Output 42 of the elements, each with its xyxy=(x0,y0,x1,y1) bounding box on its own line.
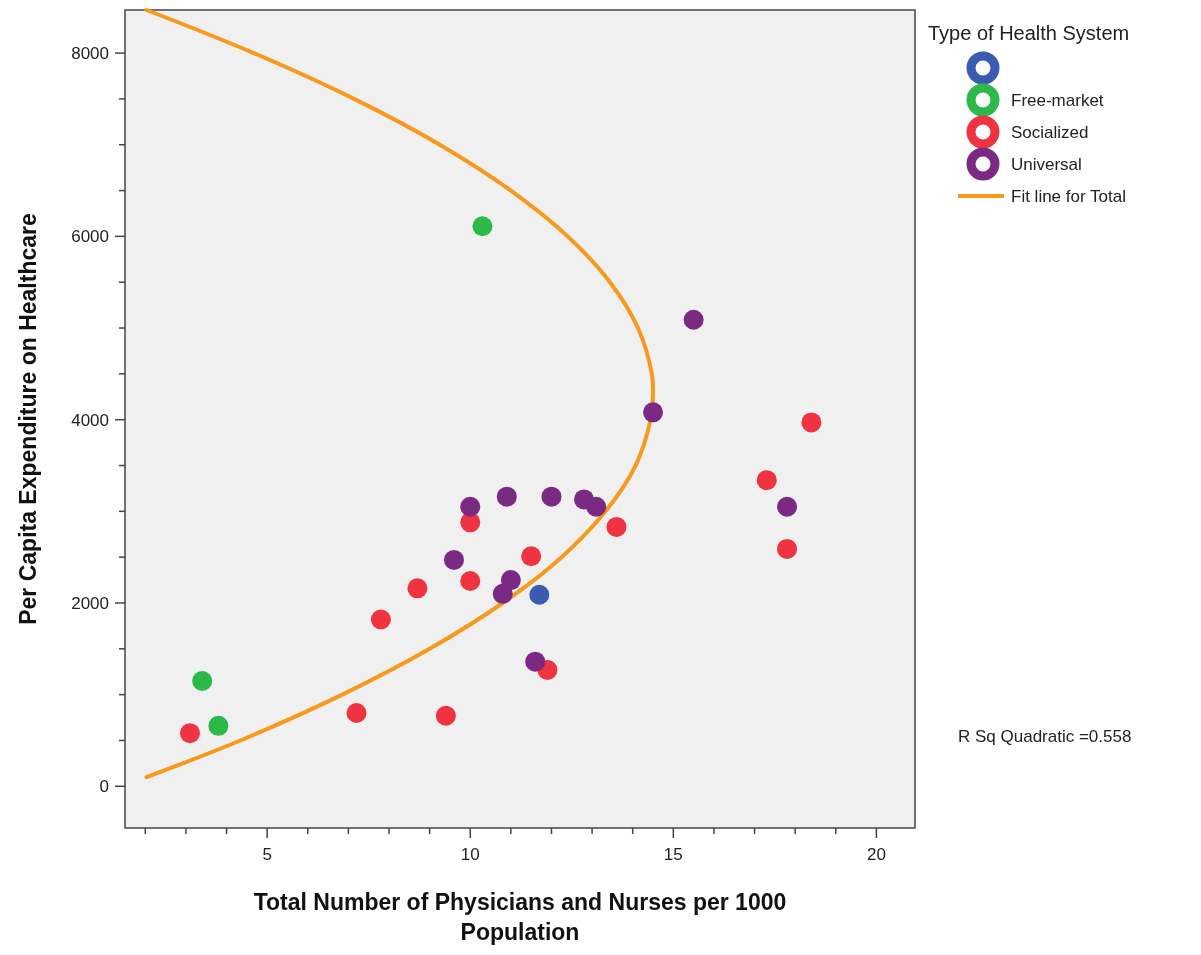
point xyxy=(208,715,229,736)
legend-label: Socialized xyxy=(1011,122,1089,142)
point xyxy=(496,486,517,507)
point xyxy=(460,571,481,591)
point xyxy=(407,578,428,599)
point xyxy=(192,670,213,691)
text: R Sq Quadratic =0.558 xyxy=(958,727,1132,746)
point xyxy=(492,583,513,604)
y-tick-label: 0 xyxy=(99,777,109,797)
point xyxy=(756,470,777,491)
y-tick-label: 2000 xyxy=(71,593,109,613)
y-axis-title: Per Capita Expenditure on Healthcare xyxy=(15,213,41,625)
legend-title: Type of Health System xyxy=(928,22,1130,44)
legend-label: Universal xyxy=(1011,154,1082,174)
point xyxy=(472,216,493,237)
x-tick-label: 20 xyxy=(866,845,886,864)
point xyxy=(777,496,798,517)
y-tick-label: 8000 xyxy=(71,44,109,64)
point xyxy=(460,496,481,517)
point xyxy=(683,309,704,330)
legend-label: Free-market xyxy=(1011,90,1104,110)
point xyxy=(606,516,627,537)
point xyxy=(643,402,664,423)
point xyxy=(525,651,546,672)
point xyxy=(346,702,367,723)
y-tick-label: 6000 xyxy=(71,227,109,247)
x-tick-label: 15 xyxy=(663,845,683,864)
point xyxy=(586,496,607,517)
point xyxy=(801,412,822,433)
y-tick-label: 4000 xyxy=(71,410,109,430)
point xyxy=(435,705,456,726)
point xyxy=(444,549,464,570)
x-tick-label: 10 xyxy=(460,845,480,864)
point xyxy=(370,609,391,630)
x-axis-title: Total Number of Physicians and Nurses per 1000 Population xyxy=(253,889,787,945)
point xyxy=(521,546,542,567)
point xyxy=(777,538,798,559)
point xyxy=(541,486,562,507)
point xyxy=(529,584,550,605)
point xyxy=(179,723,200,744)
x-tick-label: 5 xyxy=(262,845,272,864)
legend-label: Fit line for Total xyxy=(1011,186,1126,206)
